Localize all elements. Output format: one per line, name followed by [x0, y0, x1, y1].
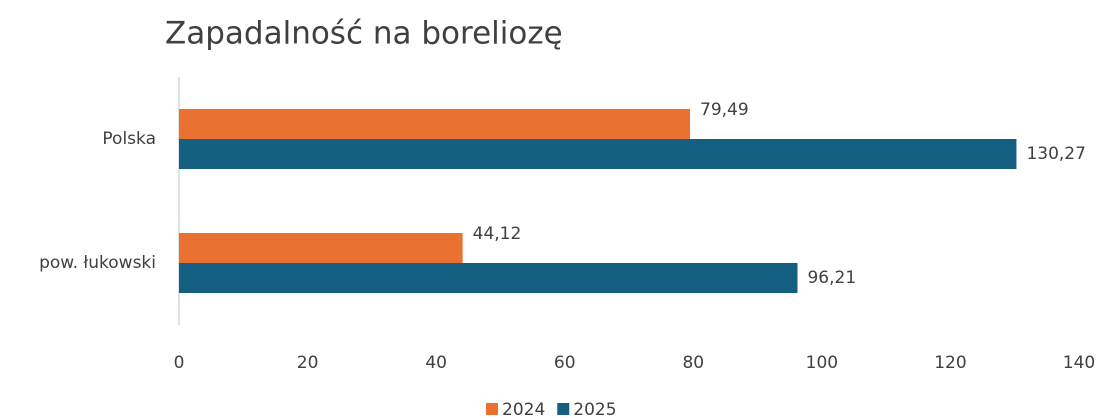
x-tick-label: 80 [682, 353, 704, 373]
legend-swatch [486, 403, 498, 415]
data-label: 130,27 [1026, 144, 1085, 164]
data-label: 44,12 [473, 224, 522, 244]
y-tick-label: pow. łukowski [39, 253, 156, 273]
x-tick-label: 60 [554, 353, 576, 373]
x-tick-label: 140 [1063, 353, 1095, 373]
chart-title: Zapadalność na boreliozę [165, 16, 563, 52]
x-tick-label: 100 [806, 353, 838, 373]
legend-label: 2025 [573, 400, 616, 418]
y-tick-label: Polska [102, 129, 156, 149]
data-label: 96,21 [807, 268, 856, 288]
legend-swatch [557, 403, 570, 415]
bar [179, 263, 798, 293]
x-tick-label: 40 [425, 353, 447, 373]
x-tick-label: 120 [934, 353, 966, 373]
legend-label: 2024 [502, 400, 545, 418]
x-tick-label: 0 [174, 353, 185, 373]
bar [179, 233, 463, 263]
data-label: 79,49 [700, 100, 749, 120]
bar [179, 139, 1017, 169]
x-tick-label: 20 [297, 353, 319, 373]
bar [179, 109, 691, 139]
